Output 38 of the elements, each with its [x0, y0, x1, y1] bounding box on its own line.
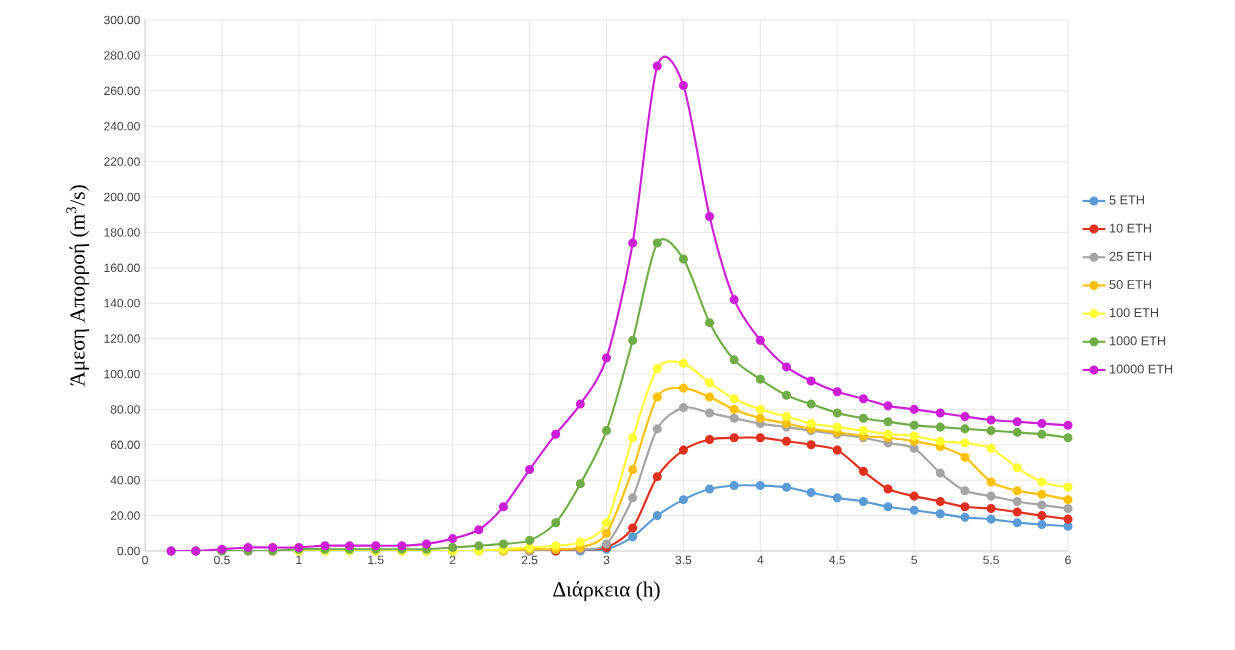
legend-label: 100 ETH [1110, 308, 1158, 318]
x-tick-label: 5 [911, 555, 918, 565]
y-tick-label: 60.00 [110, 440, 140, 450]
legend-label: 10 ETH [1110, 223, 1151, 233]
legend-label: 1000 ETH [1110, 336, 1166, 346]
x-tick-label: 4.5 [829, 555, 846, 565]
y-tick-label: 180.00 [104, 228, 140, 237]
x-tick-label: 3.5 [675, 555, 692, 565]
y-tick-label: 0.00 [117, 546, 140, 556]
x-tick-label: 3 [603, 555, 610, 565]
x-tick-label: 4 [757, 555, 764, 564]
y-tick-label: 20.00 [110, 511, 140, 520]
y-tick-label: 260.00 [104, 86, 140, 96]
y-tick-label: 280.00 [104, 51, 140, 60]
y-tick-label: 120.00 [104, 334, 140, 343]
x-tick-label: 2.5 [521, 555, 538, 565]
y-tick-label: 40.00 [110, 475, 140, 485]
y-tick-label: 240.00 [104, 121, 140, 131]
legend-label: 25 ETH [1109, 251, 1151, 261]
x-tick-label: 6 [1065, 555, 1071, 565]
y-tick-label: 200.00 [104, 192, 140, 202]
y-tick-label: 80.00 [110, 405, 140, 414]
y-tick-label: 140.00 [104, 298, 140, 308]
x-tick-label: 1 [296, 555, 302, 564]
x-tick-label: 0.5 [214, 555, 230, 565]
legend-label: 10000 ETH [1110, 364, 1173, 374]
y-tick-label: 300.00 [104, 15, 140, 25]
y-tick-label: 100.00 [104, 369, 140, 379]
x-tick-label: 0 [142, 555, 148, 565]
legend-label: 50 ETH [1109, 280, 1151, 289]
x-tick-label: 1.5 [368, 555, 384, 565]
y-tick-label: 160.00 [104, 263, 140, 273]
y-tick-label: 220.00 [104, 157, 140, 166]
legend-label: 5 ETH [1109, 195, 1144, 205]
x-axis-title: Διάρκεια (h) [553, 581, 660, 601]
x-tick-label: 2 [449, 555, 456, 565]
x-tick-label: 5.5 [983, 555, 999, 565]
y-axis-title: Άμεση Απορροή (m$^{3}$/s) [66, 185, 90, 387]
